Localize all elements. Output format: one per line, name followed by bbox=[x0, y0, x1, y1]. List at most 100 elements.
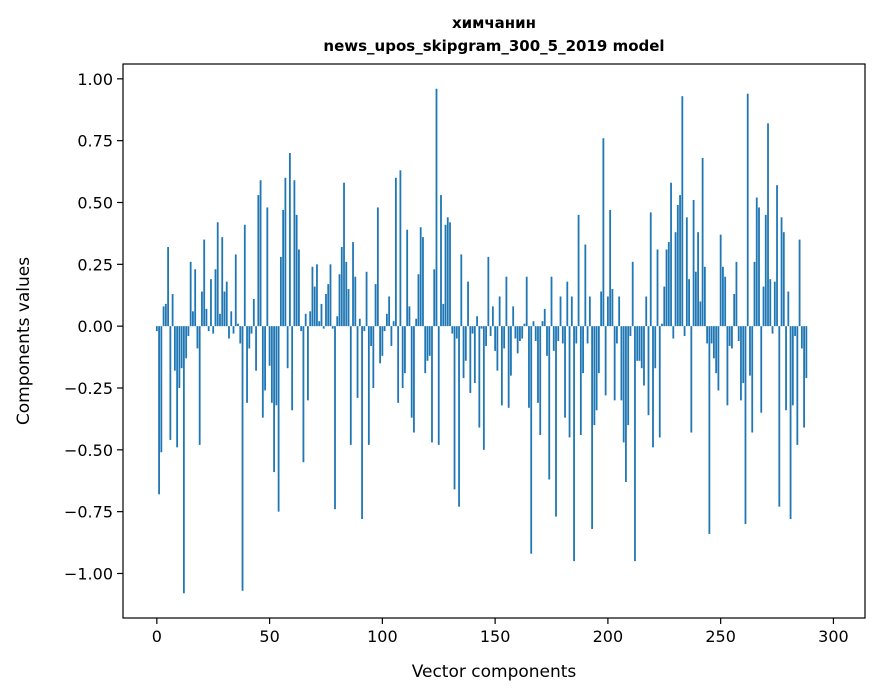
bar-83 bbox=[343, 182, 345, 327]
bar-74 bbox=[322, 326, 325, 329]
bar-8 bbox=[173, 326, 176, 371]
bar-166 bbox=[530, 326, 533, 554]
bar-105 bbox=[392, 321, 395, 327]
bar-123 bbox=[433, 269, 436, 327]
bar-101 bbox=[383, 326, 386, 332]
bar-69 bbox=[311, 266, 314, 327]
bar-124 bbox=[435, 88, 438, 327]
bar-76 bbox=[327, 284, 330, 327]
bar-283 bbox=[794, 326, 796, 337]
bar-70 bbox=[313, 286, 316, 327]
bar-246 bbox=[710, 326, 713, 344]
bar-116 bbox=[417, 274, 420, 327]
y-tick-label: −1.00 bbox=[64, 564, 113, 583]
y-tick-label: 0.00 bbox=[77, 317, 113, 336]
bar-72 bbox=[318, 321, 321, 327]
bar-176 bbox=[552, 326, 555, 351]
bar-122 bbox=[431, 326, 433, 443]
bar-270 bbox=[764, 214, 767, 327]
bar-224 bbox=[661, 323, 663, 327]
bar-236 bbox=[688, 279, 690, 327]
bar-190 bbox=[584, 244, 587, 327]
bar-186 bbox=[575, 326, 578, 344]
bar-182 bbox=[566, 281, 569, 327]
y-tick-label: 0.50 bbox=[77, 194, 113, 213]
bar-80 bbox=[336, 316, 339, 327]
bar-120 bbox=[426, 326, 429, 361]
bar-113 bbox=[410, 326, 413, 418]
bar-275 bbox=[776, 185, 778, 327]
bar-238 bbox=[692, 200, 695, 327]
bar-203 bbox=[613, 326, 616, 401]
bar-97 bbox=[374, 284, 377, 327]
bar-13 bbox=[185, 326, 188, 359]
y-tick-label: 0.75 bbox=[77, 132, 113, 151]
bar-243 bbox=[703, 266, 706, 327]
x-tick-label: 300 bbox=[818, 627, 849, 646]
bar-87 bbox=[352, 242, 354, 327]
bar-254 bbox=[728, 326, 731, 346]
bar-131 bbox=[451, 326, 454, 334]
bar-268 bbox=[760, 326, 763, 413]
bar-202 bbox=[611, 289, 614, 327]
bar-31 bbox=[225, 281, 228, 327]
bar-96 bbox=[372, 326, 375, 388]
bar-178 bbox=[557, 326, 560, 341]
bar-211 bbox=[631, 261, 634, 327]
bar-54 bbox=[277, 326, 280, 512]
bar-230 bbox=[674, 232, 677, 327]
bar-250 bbox=[719, 234, 722, 327]
bar-205 bbox=[618, 296, 621, 327]
bar-216 bbox=[643, 326, 645, 386]
bar-46 bbox=[259, 180, 262, 327]
bar-99 bbox=[379, 326, 381, 364]
bar-104 bbox=[390, 326, 393, 346]
y-tick-label: −0.75 bbox=[64, 503, 113, 522]
bar-189 bbox=[582, 326, 584, 374]
bar-81 bbox=[338, 274, 341, 327]
bar-278 bbox=[782, 232, 785, 327]
bar-168 bbox=[534, 326, 537, 341]
bar-32 bbox=[228, 326, 230, 339]
bar-155 bbox=[505, 276, 508, 327]
bar-164 bbox=[525, 276, 528, 327]
bar-52 bbox=[273, 326, 275, 473]
bar-175 bbox=[550, 276, 553, 327]
chart-title-line2: news_upos_skipgram_300_5_2019 model bbox=[323, 37, 664, 55]
bar-129 bbox=[446, 217, 449, 327]
bar-154 bbox=[503, 326, 506, 349]
bar-1 bbox=[158, 326, 160, 495]
bar-282 bbox=[791, 326, 794, 406]
bar-232 bbox=[679, 195, 681, 327]
bar-36 bbox=[237, 323, 239, 327]
y-tick-label: 0.25 bbox=[77, 255, 113, 274]
bar-84 bbox=[345, 261, 348, 327]
bar-284 bbox=[796, 326, 799, 445]
bar-107 bbox=[397, 326, 400, 403]
bar-108 bbox=[399, 170, 402, 327]
bar-194 bbox=[593, 326, 596, 426]
bar-93 bbox=[365, 271, 368, 327]
bar-156 bbox=[507, 326, 510, 408]
bar-57 bbox=[284, 177, 287, 327]
bar-257 bbox=[735, 261, 738, 327]
bar-247 bbox=[712, 326, 715, 359]
chart-title-line1: химчанин bbox=[452, 14, 536, 32]
bar-251 bbox=[722, 266, 724, 327]
bar-139 bbox=[469, 326, 472, 393]
bar-128 bbox=[444, 224, 447, 327]
bar-193 bbox=[591, 326, 593, 529]
bar-172 bbox=[543, 308, 546, 327]
bar-212 bbox=[634, 326, 636, 562]
bar-242 bbox=[701, 157, 704, 327]
bar-149 bbox=[491, 306, 494, 327]
bar-200 bbox=[606, 296, 609, 327]
bar-115 bbox=[415, 318, 418, 327]
bar-63 bbox=[298, 249, 300, 327]
bar-5 bbox=[167, 247, 169, 327]
bar-185 bbox=[573, 326, 575, 562]
x-tick-label: 150 bbox=[480, 627, 511, 646]
bar-160 bbox=[516, 326, 519, 354]
